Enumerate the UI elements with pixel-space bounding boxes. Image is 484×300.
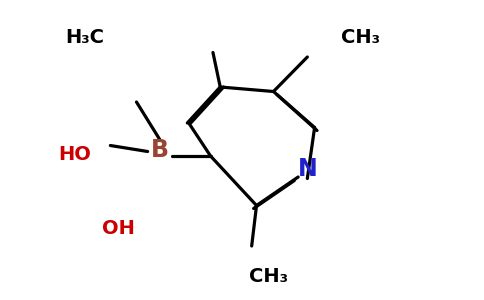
Text: H₃C: H₃C	[65, 28, 104, 47]
Text: HO: HO	[59, 145, 91, 164]
Text: CH₃: CH₃	[249, 266, 288, 286]
Text: OH: OH	[102, 218, 135, 238]
Text: CH₃: CH₃	[341, 28, 380, 47]
Text: B: B	[151, 138, 169, 162]
Text: N: N	[298, 158, 317, 182]
